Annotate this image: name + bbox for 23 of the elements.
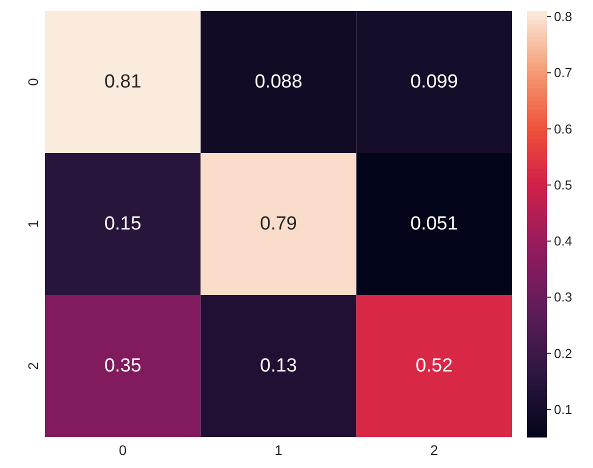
x-tick-label: 2 [430, 442, 438, 458]
data-label: 0.52 [416, 356, 453, 376]
y-tick-label: 2 [25, 362, 41, 370]
color-bar-label: 0.3 [554, 290, 572, 305]
data-label: 0.088 [254, 72, 302, 92]
y-tick-label: 0 [25, 78, 41, 86]
data-label: 0.099 [410, 72, 458, 92]
data-label: 0.81 [104, 72, 142, 92]
color-bar-label: 0.1 [554, 402, 572, 417]
data-label: 0.35 [104, 356, 142, 376]
color-bar-label: 0.5 [554, 177, 572, 192]
color-bar-label: 0.7 [554, 65, 572, 80]
y-tick-label: 1 [25, 220, 41, 228]
data-label: 0.15 [104, 214, 142, 234]
data-label: 0.13 [260, 356, 297, 376]
data-label: 0.79 [260, 214, 297, 234]
color-bar-label: 0.2 [554, 346, 572, 361]
x-tick-label: 0 [118, 442, 127, 458]
data-label: 0.051 [410, 214, 458, 234]
color-bar-label: 0.6 [554, 121, 572, 136]
color-bar-label: 0.4 [554, 234, 572, 249]
color-bar-label: 0.8 [554, 9, 572, 24]
x-tick-label: 1 [274, 442, 283, 458]
